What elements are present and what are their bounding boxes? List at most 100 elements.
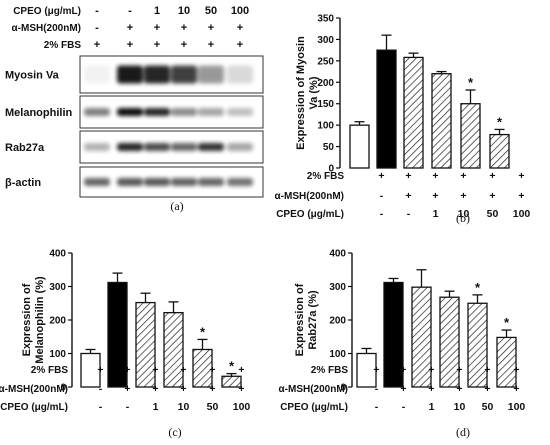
treatment-value: + [152, 364, 158, 376]
y-tick-label: 100 [317, 121, 334, 132]
blot-header-value: 50 [205, 5, 217, 17]
y-tick-label: 300 [49, 282, 66, 293]
treatment-value: - [402, 401, 406, 413]
treatment-value: + [400, 383, 406, 395]
significance-mark: * [475, 280, 481, 295]
bar [403, 56, 424, 169]
blot-band [84, 108, 110, 116]
treatment-value: + [209, 364, 215, 376]
treatment-value: 10 [458, 208, 470, 220]
bar [192, 348, 213, 388]
treatment-value: + [180, 364, 186, 376]
treatment-value: 50 [207, 401, 219, 413]
blot-header-value: + [154, 39, 160, 51]
blot-band [144, 178, 170, 186]
blot-header-label: 2% FBS [44, 40, 82, 51]
treatment-label: CPEO (μg/mL) [276, 209, 344, 220]
treatment-value: + [456, 383, 462, 395]
treatment-value: - [380, 190, 384, 202]
blot-header-value: - [95, 5, 99, 17]
blot-header-value: - [95, 22, 99, 34]
blot-band [171, 178, 197, 186]
blot-label: Myosin Va [5, 70, 60, 82]
bar [356, 352, 377, 388]
y-axis-label: Melanophilin (%) [34, 276, 46, 364]
significance-mark: * [468, 75, 474, 90]
treatment-value: - [380, 208, 384, 220]
blot-header-value: + [237, 39, 243, 51]
western-blot-panel: CPEO (μg/mL) - - 1 10 50 100 α-MSH(200nM) - + + + + +… [5, 5, 264, 213]
treatment-value: - [126, 401, 130, 413]
y-tick-label: 0 [60, 383, 66, 394]
treatment-value: + [124, 383, 130, 395]
treatment-value: + [484, 383, 490, 395]
blot-header-value: + [181, 39, 187, 51]
treatment-value: 100 [233, 401, 251, 413]
blot-band [117, 65, 143, 84]
y-tick-label: 400 [329, 249, 346, 260]
bar [80, 352, 101, 388]
blot-band [84, 143, 110, 151]
blot-band [227, 108, 253, 116]
blot-header-value: 1 [154, 5, 160, 17]
blot-label: Melanophilin [5, 107, 73, 119]
treatment-value: + [152, 383, 158, 395]
treatment-value: + [378, 170, 384, 182]
blot-header-label: CPEO (μg/mL) [13, 6, 81, 17]
bar [431, 73, 452, 169]
blot-myosin-va: Myosin Va [5, 55, 264, 94]
blot-header-value: + [208, 22, 214, 34]
blot-band [84, 65, 110, 84]
blot-header-label: α-MSH(200nM) [12, 23, 81, 34]
blot-band [117, 178, 143, 186]
significance-mark: * [497, 114, 503, 129]
bar [107, 281, 128, 388]
treatment-value: + [460, 190, 466, 202]
treatment-value: + [489, 170, 495, 182]
significance-mark: * [229, 359, 235, 374]
y-tick-label: 100 [329, 349, 346, 360]
y-tick-label: 200 [317, 78, 334, 89]
blot-header-value: 10 [178, 5, 190, 17]
treatment-value: 10 [178, 401, 190, 413]
treatment-value: + [405, 190, 411, 202]
panel-caption: (b) [456, 211, 470, 225]
y-tick-label: 50 [323, 142, 335, 153]
treatment-value: + [489, 190, 495, 202]
treatment-value: 100 [513, 208, 531, 220]
treatment-label: α-MSH(200nM) [0, 384, 68, 395]
treatment-value: 50 [487, 208, 499, 220]
blot-band [198, 65, 224, 84]
blot-band [171, 65, 197, 84]
significance-mark: * [504, 315, 510, 330]
panel-caption: (c) [168, 425, 181, 439]
treatment-value: + [400, 364, 406, 376]
treatment-value: + [405, 170, 411, 182]
treatment-value: 1 [153, 401, 159, 413]
y-tick-label: 250 [317, 56, 334, 67]
y-axis-label: Expression of [294, 283, 306, 356]
blot-label: Rab27a [5, 142, 45, 154]
treatment-value: + [432, 190, 438, 202]
treatment-label: CPEO (μg/mL) [280, 402, 348, 413]
y-tick-label: 200 [49, 316, 66, 327]
blot-band [198, 143, 224, 151]
blot-rab27a: Rab27a [5, 130, 264, 164]
treatment-value: 50 [482, 401, 494, 413]
treatment-value: + [428, 383, 434, 395]
treatment-label: CPEO (μg/mL) [0, 402, 68, 413]
panel-caption: (d) [456, 425, 470, 439]
blot-header-value: + [208, 39, 214, 51]
y-axis-label: Va (%) [308, 76, 320, 109]
blot-band [84, 178, 110, 186]
treatment-label: α-MSH(200nM) [279, 384, 348, 395]
treatment-value: 1 [429, 401, 435, 413]
treatment-value: + [484, 364, 490, 376]
bar [411, 286, 432, 388]
bar [439, 296, 460, 388]
blot-band [227, 143, 253, 151]
bar [349, 124, 370, 169]
treatment-value: - [99, 383, 103, 395]
blot-band [198, 178, 224, 186]
